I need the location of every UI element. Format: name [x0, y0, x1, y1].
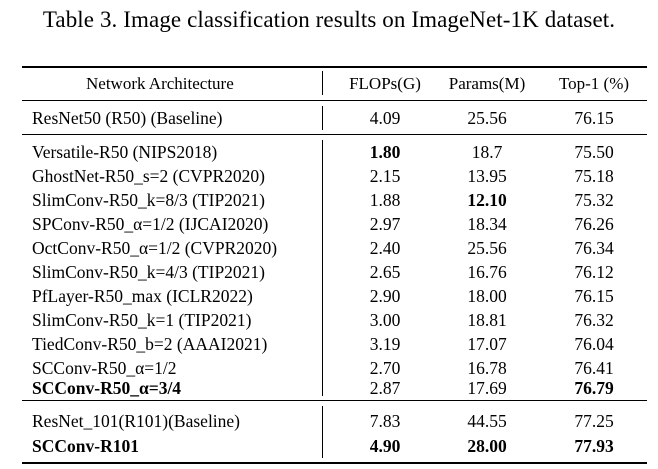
cell-name: SCConv-R50_α=1/2	[32, 358, 177, 378]
cell-params: 18.81	[467, 310, 507, 330]
cell-params: 16.76	[467, 262, 507, 282]
cell-params: 13.95	[467, 166, 507, 186]
bottom-rule	[22, 462, 647, 464]
group-rule	[22, 400, 647, 401]
cell-flops: 2.40	[369, 238, 401, 258]
cell-params: 18.34	[467, 214, 507, 234]
results-table: Network Architecture FLOPs(G) Params(M) …	[22, 0, 647, 469]
cell-top1: 77.25	[574, 411, 614, 431]
cell-params: 28.00	[467, 436, 507, 456]
cell-flops: 2.97	[369, 214, 401, 234]
cell-params: 12.10	[467, 190, 507, 210]
cell-flops: 3.19	[369, 334, 401, 354]
cell-top1: 76.26	[574, 214, 614, 234]
table-row: SCConv-R50_α=1/2 2.70 16.78 76.41	[22, 356, 647, 380]
table-caption: Table 3. Image classification results on…	[42, 7, 616, 32]
cell-name: SCConv-R101	[32, 436, 139, 456]
cell-name: Versatile-R50 (NIPS2018)	[32, 142, 218, 162]
cell-top1: 75.50	[574, 142, 614, 162]
cell-top1: 76.41	[574, 358, 614, 378]
table-row-ours: SCConv-R50_α=3/4 2.87 17.69 76.79	[22, 376, 647, 400]
cell-flops: 1.80	[369, 142, 401, 162]
cell-name: OctConv-R50_α=1/2 (CVPR2020)	[32, 238, 278, 258]
column-separator	[322, 406, 323, 458]
top-rule	[22, 66, 647, 68]
cell-top1: 76.34	[574, 238, 614, 258]
cell-name: SCConv-R50_α=3/4	[32, 378, 182, 398]
header-rule	[22, 100, 647, 101]
cell-flops: 4.09	[369, 108, 401, 128]
cell-name: ResNet50 (R50) (Baseline)	[32, 108, 223, 128]
cell-params: 25.56	[467, 108, 507, 128]
table-row: OctConv-R50_α=1/2 (CVPR2020) 2.40 25.56 …	[22, 236, 647, 260]
cell-flops: 2.70	[369, 358, 401, 378]
cell-name: ResNet_101(R101)(Baseline)	[32, 411, 241, 431]
cell-params: 44.55	[467, 411, 507, 431]
cell-name: SlimConv-R50_k=4/3 (TIP2021)	[32, 262, 266, 282]
cell-flops: 2.15	[369, 166, 401, 186]
table-row: SlimConv-R50_k=4/3 (TIP2021) 2.65 16.76 …	[22, 260, 647, 284]
table-row: Versatile-R50 (NIPS2018) 1.80 18.7 75.50	[22, 140, 647, 164]
cell-name: SlimConv-R50_k=8/3 (TIP2021)	[32, 190, 266, 210]
column-separator	[322, 140, 323, 396]
header-params: Params(M)	[448, 74, 526, 93]
cell-flops: 2.90	[369, 286, 401, 306]
cell-flops: 2.87	[369, 378, 401, 398]
cell-flops: 7.83	[369, 411, 401, 431]
table-row: SlimConv-R50_k=8/3 (TIP2021) 1.88 12.10 …	[22, 188, 647, 212]
cell-params: 18.7	[471, 142, 503, 162]
cell-flops: 4.90	[369, 436, 401, 456]
cell-flops: 3.00	[369, 310, 401, 330]
cell-params: 18.00	[467, 286, 507, 306]
cell-params: 25.56	[467, 238, 507, 258]
cell-top1: 75.18	[574, 166, 614, 186]
cell-params: 17.07	[467, 334, 507, 354]
cell-top1: 77.93	[574, 436, 614, 456]
cell-top1: 76.32	[574, 310, 614, 330]
header-flops: FLOPs(G)	[349, 74, 421, 93]
cell-name: SPConv-R50_α=1/2 (IJCAI2020)	[32, 214, 269, 234]
cell-flops: 1.88	[369, 190, 401, 210]
cell-top1: 76.15	[574, 108, 614, 128]
table-row: SPConv-R50_α=1/2 (IJCAI2020) 2.97 18.34 …	[22, 212, 647, 236]
cell-name: GhostNet-R50_s=2 (CVPR2020)	[32, 166, 266, 186]
cell-top1: 76.79	[574, 378, 614, 398]
table-row: GhostNet-R50_s=2 (CVPR2020) 2.15 13.95 7…	[22, 164, 647, 188]
cell-params: 16.78	[467, 358, 507, 378]
cell-params: 17.69	[467, 378, 507, 398]
table-row: TiedConv-R50_b=2 (AAAI2021) 3.19 17.07 7…	[22, 332, 647, 356]
cell-top1: 76.12	[574, 262, 614, 282]
table-row-baseline: ResNet50 (R50) (Baseline) 4.09 25.56 76.…	[22, 106, 647, 130]
cell-name: SlimConv-R50_k=1 (TIP2021)	[32, 310, 252, 330]
table-header: Network Architecture FLOPs(G) Params(M) …	[22, 72, 647, 96]
table-row: PfLayer-R50_max (ICLR2022) 2.90 18.00 76…	[22, 284, 647, 308]
cell-flops: 2.65	[369, 262, 401, 282]
header-top1: Top-1 (%)	[558, 74, 630, 93]
column-separator	[322, 71, 323, 95]
cell-name: PfLayer-R50_max (ICLR2022)	[32, 286, 253, 306]
table-row: SlimConv-R50_k=1 (TIP2021) 3.00 18.81 76…	[22, 308, 647, 332]
table-row-r101-ours: SCConv-R101 4.90 28.00 77.93	[22, 434, 647, 458]
cell-top1: 75.32	[574, 190, 614, 210]
cell-name: TiedConv-R50_b=2 (AAAI2021)	[32, 334, 268, 354]
baseline-rule	[22, 134, 647, 135]
cell-top1: 76.04	[574, 334, 614, 354]
cell-top1: 76.15	[574, 286, 614, 306]
header-architecture: Network Architecture	[86, 74, 234, 93]
table-row-r101-baseline: ResNet_101(R101)(Baseline) 7.83 44.55 77…	[22, 409, 647, 433]
column-separator	[322, 106, 323, 130]
